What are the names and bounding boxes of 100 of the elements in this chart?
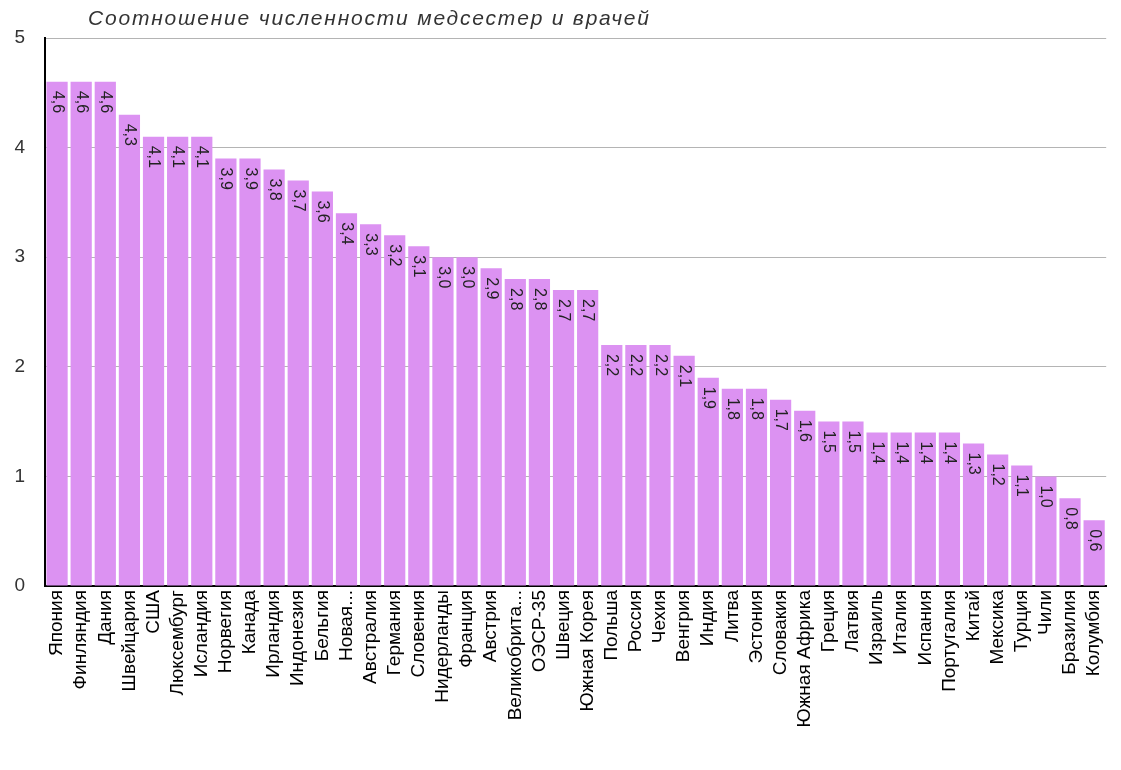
data-label: 1,0: [1038, 485, 1056, 508]
bar: [287, 180, 309, 586]
data-label: 2,7: [580, 299, 598, 322]
data-label: 1,1: [1014, 474, 1032, 497]
data-label: 1,4: [893, 441, 911, 464]
x-tick-label: Исландия: [190, 590, 211, 678]
data-label: 4,6: [49, 90, 67, 114]
x-tick-label: Япония: [45, 590, 67, 656]
data-label: 1,4: [942, 441, 960, 464]
data-label: 2,1: [676, 364, 694, 388]
x-tick-label: Норвегия: [214, 590, 236, 674]
bar: [167, 136, 189, 586]
data-label: 1,6: [797, 419, 815, 442]
data-label: 4,1: [194, 145, 212, 168]
bar: [794, 410, 816, 586]
data-label: 4,6: [97, 90, 115, 114]
bar: [577, 290, 599, 586]
x-tick-label: Великобрита...: [503, 590, 525, 721]
bar: [311, 191, 333, 586]
x-tick-label: Литва: [720, 589, 742, 643]
data-label: 1,5: [845, 430, 863, 453]
x-tick-label: Испания: [913, 590, 935, 666]
bar: [721, 388, 743, 586]
x-tick-label: Финляндия: [69, 590, 91, 690]
x-tick-label: Бразилия: [1058, 590, 1080, 675]
x-tick-label: Люксембург: [165, 589, 187, 696]
bar: [215, 158, 237, 586]
bar: [191, 136, 213, 586]
data-label: 2,9: [483, 277, 501, 300]
x-tick-label: Словения: [407, 590, 429, 678]
x-tick-label: Австралия: [358, 590, 380, 684]
bar: [384, 235, 406, 586]
y-tick-label: 0: [14, 574, 25, 596]
data-label: 2,2: [628, 353, 646, 377]
x-tick-label: Бельгия: [310, 590, 332, 662]
x-tick-label: Франция: [455, 590, 477, 668]
bar: [818, 421, 840, 586]
data-label: 3,4: [339, 222, 357, 245]
bar: [263, 169, 285, 586]
data-label: 1,4: [869, 441, 887, 464]
bar: [1035, 476, 1057, 586]
x-tick-label: Венгрия: [672, 590, 694, 663]
x-tick-label: Новая...: [334, 590, 356, 661]
bar: [938, 432, 961, 586]
data-label: 3,9: [242, 167, 260, 190]
x-tick-label: Южная Корея: [575, 590, 597, 712]
bar: [46, 81, 68, 586]
data-label: 1,3: [966, 452, 984, 475]
data-label: 4,1: [170, 145, 188, 168]
bar: [1059, 498, 1081, 586]
data-label: 0,6: [1086, 529, 1104, 552]
bar: [359, 224, 382, 586]
bar: [745, 388, 768, 586]
x-tick-label: Колумбия: [1082, 590, 1104, 677]
data-label: 2,7: [556, 299, 574, 322]
bar: [456, 257, 478, 586]
data-label: 3,0: [459, 266, 477, 289]
bar: [408, 246, 430, 586]
data-label: 4,3: [122, 123, 140, 147]
x-tick-label: Швейцария: [117, 590, 139, 692]
data-label: 3,3: [363, 233, 381, 256]
data-label: 3,1: [411, 255, 429, 278]
x-tick-label: Словакия: [768, 590, 790, 676]
data-label: 2,8: [507, 288, 525, 311]
y-tick-label: 4: [14, 135, 26, 157]
bar: [987, 454, 1009, 586]
x-tick-label: Ирландия: [262, 590, 284, 678]
bar: [1083, 520, 1105, 586]
bar: [914, 432, 936, 586]
x-tick-label: Швеция: [551, 590, 573, 660]
x-tick-label: Нидерланды: [431, 590, 453, 703]
data-label: 3,7: [290, 189, 308, 212]
x-tick-label: Австрия: [479, 590, 501, 663]
bar: [94, 81, 116, 586]
data-label: 1,5: [821, 430, 839, 453]
bar: [673, 355, 695, 586]
data-label: 1,8: [749, 397, 767, 421]
bar: [1011, 465, 1033, 586]
x-tick-label: Германия: [382, 590, 404, 676]
data-label: 4,1: [146, 145, 164, 168]
bar: [842, 421, 864, 586]
y-tick-label: 3: [14, 245, 25, 267]
x-tick-label: Чили: [1034, 590, 1056, 635]
data-label: 2,8: [532, 288, 550, 311]
x-tick-label: Китай: [961, 590, 983, 642]
data-label: 4,6: [73, 90, 91, 114]
data-label: 1,8: [724, 397, 742, 421]
x-tick-label: Турция: [1010, 590, 1032, 653]
x-tick-label: Мексика: [985, 589, 1007, 665]
bar: [552, 290, 575, 586]
bar: [142, 136, 165, 586]
bar: [504, 279, 526, 586]
bar: [239, 158, 261, 586]
bar: [528, 279, 551, 586]
data-label: 2,2: [604, 353, 622, 377]
chart-title: Соотношение численности медсестер и врачей: [88, 6, 651, 30]
data-label: 0,8: [1062, 507, 1080, 530]
data-label: 1,2: [990, 463, 1008, 486]
bar: [697, 377, 719, 586]
data-label: 3,6: [314, 200, 332, 223]
